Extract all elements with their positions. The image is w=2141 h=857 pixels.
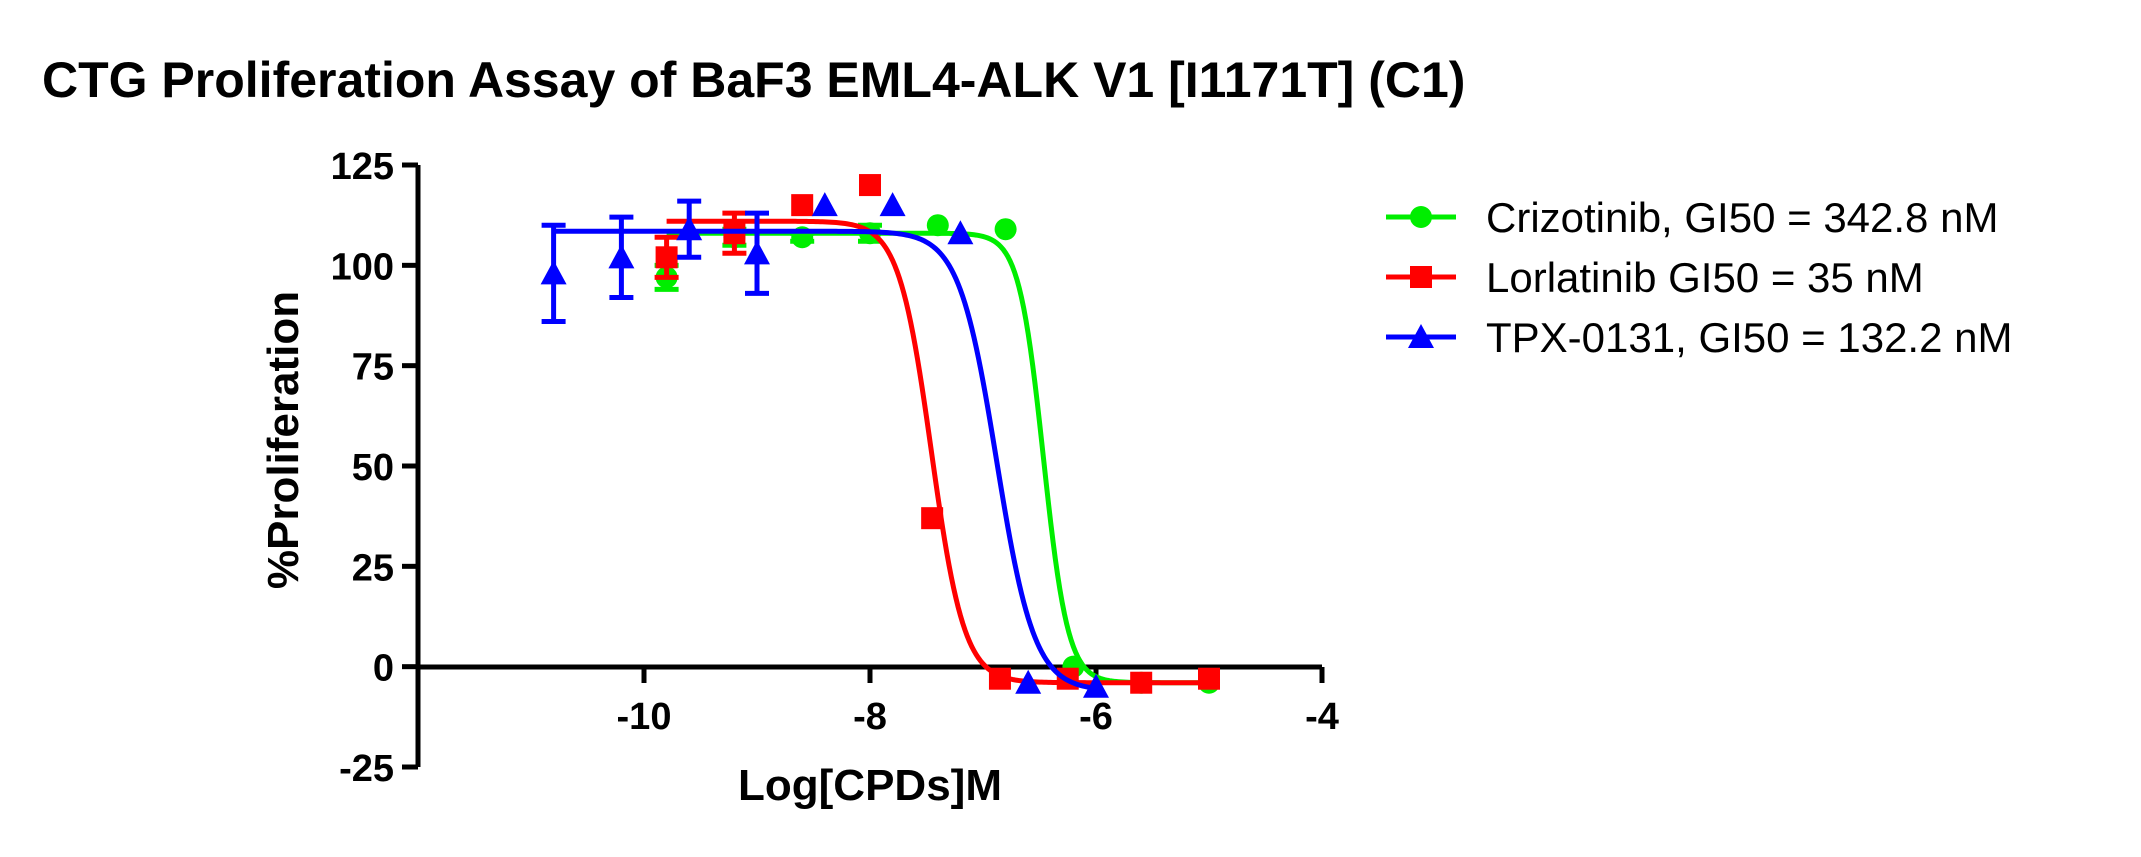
y-tick-label: -25 [339,748,394,790]
y-tick-label: 125 [331,146,394,188]
data-point-triangle-2 [676,216,703,241]
data-point-triangle-2 [879,192,906,217]
data-point-triangle-2 [540,260,567,285]
data-point-square-1 [791,194,814,217]
x-tick-label: -8 [853,696,887,738]
y-tick-label: 100 [331,246,394,288]
data-point-square-1 [921,507,944,530]
x-axis-label: Log[CPDs]M [738,761,1002,810]
plot-area: -25 0 25 50 75 100 125 -10 -8 -6 -4 Log[CPDs]M %Prol… [259,146,1339,810]
y-axis-label: %Proliferation [259,291,308,589]
data-point-triangle-2 [947,220,974,245]
x-tick-label: -10 [617,696,672,738]
data-point-triangle-2 [811,192,838,217]
data-point-triangle-2 [744,240,770,265]
data-point-square-1 [1198,667,1220,690]
x-tick-label: -4 [1305,696,1339,738]
legend-marker [1408,324,1434,349]
legend-label: Lorlatinib GI50 = 35 nM [1486,254,1924,301]
y-tick-label: 25 [352,547,394,589]
data-point-square-1 [655,246,678,269]
legend-marker [1410,206,1432,228]
legend: Crizotinib, GI50 = 342.8 nM Lorlatinib GI… [1386,194,2012,361]
chart-title: CTG Proliferation Assay of BaF3 EML4-ALK… [42,52,1465,108]
data-point-circle-0 [994,218,1017,241]
legend-label: TPX-0131, GI50 = 132.2 nM [1486,314,2012,361]
data-point-square-1 [988,667,1011,690]
y-tick-label: 75 [352,347,394,389]
data-point-triangle-2 [1083,673,1109,698]
data-point-circle-0 [926,214,949,237]
y-tick-label: 50 [352,447,394,489]
fit-curve-circle-0 [666,230,1209,686]
data-point-square-1 [1130,671,1153,694]
fit-curve-square-1 [666,218,1209,686]
fit-curve-triangle-2 [553,228,1097,691]
data-point-triangle-2 [1015,669,1042,694]
legend-label: Crizotinib, GI50 = 342.8 nM [1486,194,1998,241]
y-tick-label: 0 [373,648,394,690]
data-point-square-1 [859,174,881,197]
legend-marker [1410,266,1432,288]
x-tick-label: -6 [1079,696,1113,738]
data-point-triangle-2 [608,244,635,269]
